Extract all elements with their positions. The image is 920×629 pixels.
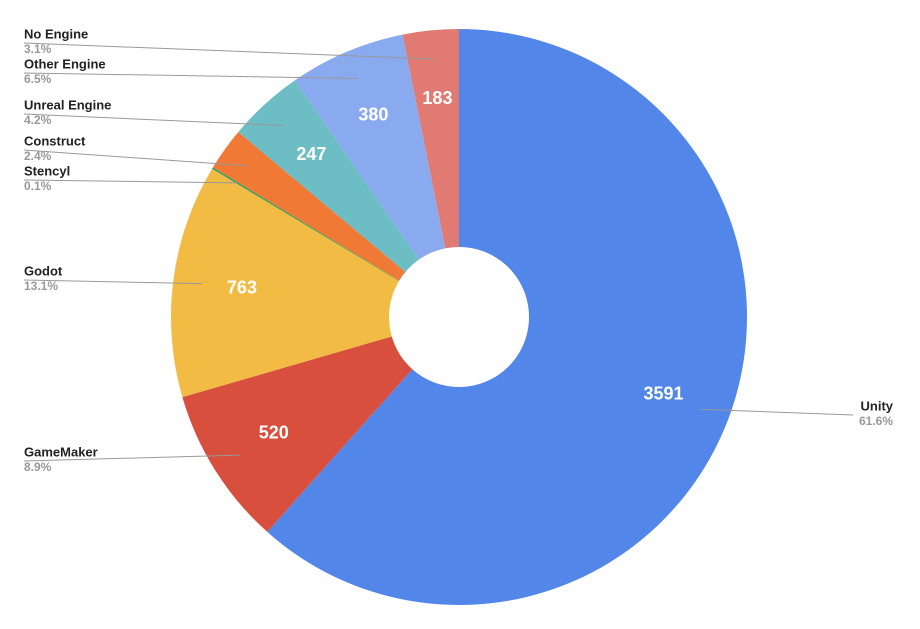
legend-percent: 4.2% bbox=[24, 113, 52, 127]
leader-line bbox=[701, 408, 854, 416]
legend-name: Stencyl bbox=[24, 163, 70, 178]
value-label: 763 bbox=[227, 278, 257, 298]
value-label: 3591 bbox=[643, 384, 683, 404]
legend-percent: 6.5% bbox=[24, 72, 52, 86]
legend-name: Other Engine bbox=[24, 56, 106, 71]
slice bbox=[402, 29, 459, 249]
leader-line bbox=[23, 179, 238, 184]
slice bbox=[294, 34, 446, 260]
legend-name: No Engine bbox=[24, 26, 88, 41]
legend-name: Construct bbox=[24, 133, 86, 148]
slice bbox=[267, 29, 748, 605]
legend-percent: 3.1% bbox=[24, 42, 52, 56]
legend-percent: 13.1% bbox=[24, 279, 58, 293]
slice bbox=[182, 336, 413, 532]
slice bbox=[213, 131, 406, 281]
legend-percent: 0.1% bbox=[24, 179, 52, 193]
value-label: 520 bbox=[259, 422, 289, 442]
legend-name: Unity bbox=[861, 398, 894, 413]
leader-line bbox=[23, 72, 358, 79]
legend-percent: 2.4% bbox=[24, 149, 52, 163]
leader-line bbox=[23, 149, 249, 167]
legend-name: GameMaker bbox=[24, 444, 98, 459]
value-label: 247 bbox=[296, 144, 326, 164]
slice bbox=[170, 168, 399, 398]
leader-line bbox=[23, 113, 285, 127]
value-label: 380 bbox=[358, 104, 388, 124]
leader-line bbox=[23, 279, 202, 285]
legend-percent: 8.9% bbox=[24, 460, 52, 474]
legend-name: Unreal Engine bbox=[24, 97, 111, 112]
legend-percent: 61.6% bbox=[859, 414, 893, 428]
leader-line bbox=[23, 42, 434, 60]
slice bbox=[238, 80, 420, 273]
legend-name: Godot bbox=[24, 263, 63, 278]
value-label: 183 bbox=[422, 88, 452, 108]
slice bbox=[212, 167, 400, 281]
leader-line bbox=[23, 454, 240, 462]
